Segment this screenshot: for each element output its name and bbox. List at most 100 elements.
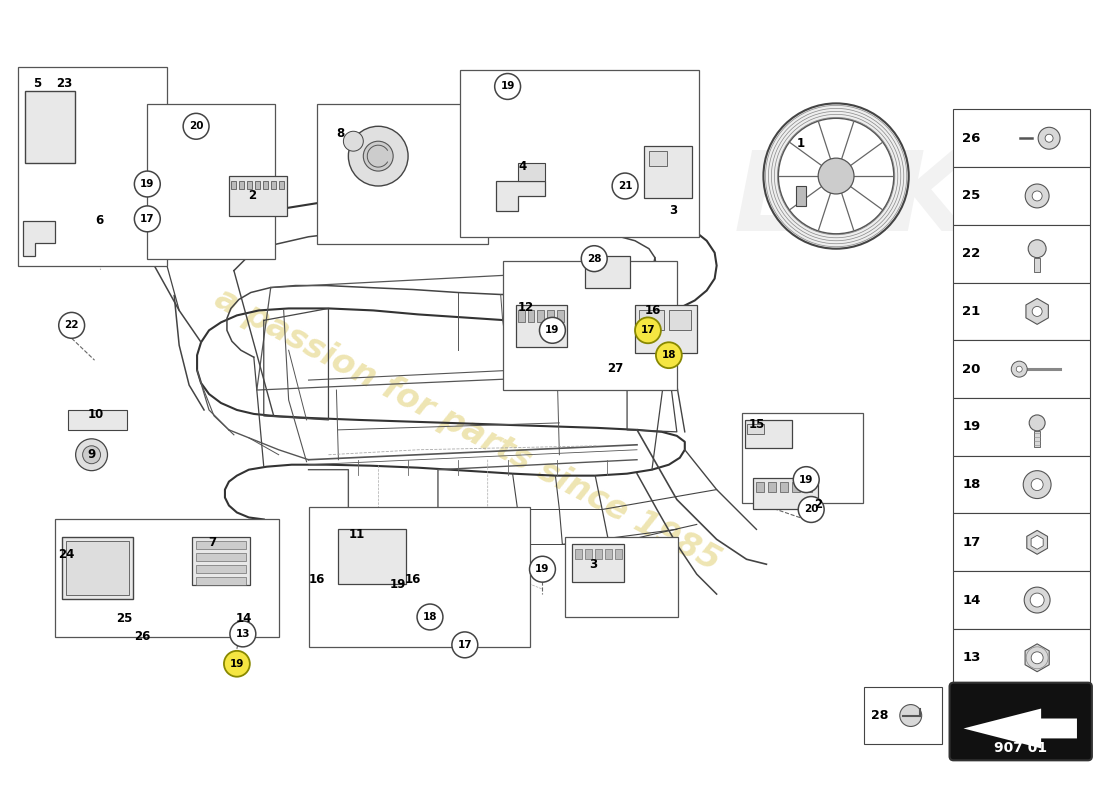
Bar — [953, 456, 1090, 514]
Text: 9: 9 — [87, 448, 96, 462]
Bar — [192, 538, 250, 585]
Text: 19: 19 — [230, 658, 244, 669]
Bar — [644, 146, 692, 198]
Text: 26: 26 — [962, 132, 981, 145]
Circle shape — [134, 206, 161, 232]
Circle shape — [1011, 361, 1027, 377]
Text: 25: 25 — [117, 613, 133, 626]
Bar — [263, 181, 267, 189]
Bar — [780, 482, 789, 491]
Text: 28: 28 — [871, 709, 889, 722]
Circle shape — [818, 158, 854, 194]
Text: 2: 2 — [814, 498, 822, 511]
Circle shape — [529, 556, 556, 582]
Bar — [271, 181, 276, 189]
Bar — [585, 550, 592, 559]
Circle shape — [1030, 415, 1045, 431]
Bar — [757, 482, 764, 491]
Bar — [595, 550, 602, 559]
Text: 19: 19 — [536, 564, 550, 574]
Bar — [953, 571, 1090, 629]
Text: 20: 20 — [189, 122, 204, 131]
Circle shape — [581, 246, 607, 272]
Polygon shape — [496, 181, 546, 211]
Text: 17: 17 — [140, 214, 155, 224]
Circle shape — [539, 318, 565, 343]
Circle shape — [900, 705, 922, 726]
Text: 20: 20 — [962, 362, 981, 376]
Text: 26: 26 — [134, 630, 151, 643]
Bar — [575, 550, 582, 559]
Bar — [953, 514, 1090, 571]
Circle shape — [452, 632, 477, 658]
Bar — [25, 91, 75, 163]
Text: 14: 14 — [235, 613, 252, 626]
Circle shape — [612, 173, 638, 199]
Text: 17: 17 — [962, 536, 981, 549]
Circle shape — [343, 131, 363, 151]
Circle shape — [763, 103, 909, 249]
Bar — [639, 310, 664, 330]
Circle shape — [82, 446, 100, 464]
Text: 18: 18 — [661, 350, 676, 360]
Text: 14: 14 — [962, 594, 981, 606]
Bar — [615, 550, 623, 559]
Circle shape — [779, 118, 894, 234]
Bar — [518, 163, 546, 181]
Text: 3: 3 — [590, 558, 597, 570]
Circle shape — [349, 126, 408, 186]
Text: 13: 13 — [962, 651, 981, 664]
Circle shape — [1038, 127, 1060, 149]
Bar — [669, 310, 691, 330]
Text: 17: 17 — [458, 640, 472, 650]
Bar — [1034, 431, 1041, 446]
Text: 16: 16 — [405, 573, 421, 586]
Text: 16: 16 — [308, 573, 324, 586]
Circle shape — [1031, 652, 1043, 664]
Text: 19: 19 — [140, 179, 154, 189]
Bar — [516, 306, 568, 347]
Text: 27: 27 — [607, 362, 624, 374]
Circle shape — [656, 342, 682, 368]
Bar — [747, 424, 764, 434]
FancyBboxPatch shape — [949, 682, 1092, 760]
Text: 12: 12 — [517, 301, 534, 314]
Text: 22: 22 — [65, 320, 79, 330]
Circle shape — [495, 74, 520, 99]
Bar — [953, 340, 1090, 398]
Circle shape — [1031, 478, 1043, 490]
Text: 4: 4 — [518, 159, 527, 173]
Bar — [255, 181, 260, 189]
Bar — [635, 306, 696, 354]
Text: a passion for parts since 1985: a passion for parts since 1985 — [209, 282, 726, 578]
Text: 6: 6 — [96, 214, 103, 227]
Bar — [1034, 258, 1041, 272]
Bar — [649, 151, 667, 166]
Bar — [741, 413, 864, 502]
Text: 1: 1 — [798, 137, 805, 150]
Bar — [548, 310, 554, 322]
Bar — [460, 70, 698, 237]
Circle shape — [1023, 470, 1052, 498]
Bar — [864, 686, 942, 744]
Circle shape — [134, 171, 161, 197]
Bar — [953, 110, 1090, 167]
Bar — [196, 542, 245, 550]
Bar — [792, 482, 801, 491]
Circle shape — [417, 604, 443, 630]
Bar — [605, 550, 612, 559]
Text: 19: 19 — [546, 326, 560, 335]
Bar — [572, 544, 624, 582]
Text: 2: 2 — [248, 190, 256, 202]
Circle shape — [793, 466, 820, 493]
Bar — [66, 542, 130, 595]
Circle shape — [1016, 366, 1022, 372]
Bar — [278, 181, 284, 189]
Text: 22: 22 — [962, 247, 981, 260]
Bar — [769, 482, 777, 491]
Bar — [196, 566, 245, 573]
Circle shape — [58, 313, 85, 338]
Polygon shape — [23, 221, 55, 256]
Text: 19: 19 — [799, 474, 813, 485]
Bar — [745, 420, 792, 448]
